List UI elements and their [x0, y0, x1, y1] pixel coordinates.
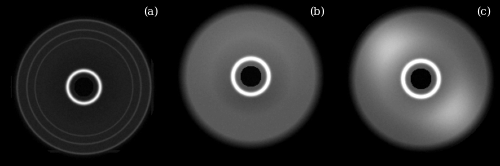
Text: (b): (b) — [309, 6, 325, 17]
Text: (c): (c) — [476, 6, 492, 17]
Text: (a): (a) — [143, 6, 158, 17]
